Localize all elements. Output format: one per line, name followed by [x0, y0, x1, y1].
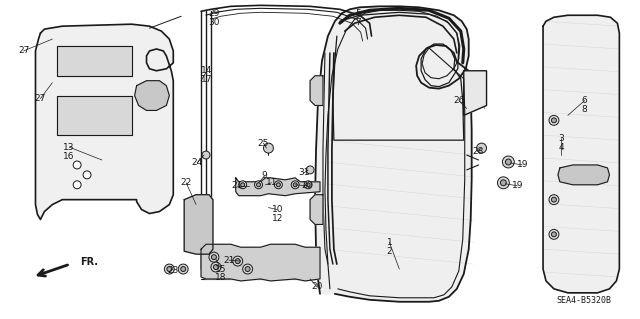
Text: SEA4-B5320B: SEA4-B5320B — [556, 296, 611, 305]
Polygon shape — [58, 96, 132, 135]
Circle shape — [245, 267, 250, 271]
Polygon shape — [134, 81, 170, 110]
Text: 7: 7 — [355, 18, 360, 27]
Polygon shape — [558, 165, 609, 185]
Polygon shape — [310, 195, 323, 225]
Text: 6: 6 — [582, 96, 588, 105]
Text: 16: 16 — [63, 152, 75, 160]
Circle shape — [211, 255, 216, 260]
Polygon shape — [310, 76, 323, 106]
Circle shape — [306, 166, 314, 174]
Circle shape — [497, 177, 509, 189]
Circle shape — [241, 183, 244, 187]
Text: 23: 23 — [168, 265, 179, 275]
Text: 20: 20 — [301, 181, 313, 190]
Circle shape — [73, 161, 81, 169]
Text: FR.: FR. — [80, 257, 98, 267]
Text: 13: 13 — [63, 143, 75, 152]
Circle shape — [233, 256, 243, 266]
Text: 22: 22 — [180, 178, 192, 187]
Text: 19: 19 — [516, 160, 528, 169]
Text: 4: 4 — [558, 143, 564, 152]
Text: 1: 1 — [387, 238, 392, 247]
Circle shape — [255, 181, 262, 189]
Circle shape — [73, 181, 81, 189]
Circle shape — [275, 181, 282, 189]
Text: 19: 19 — [511, 181, 523, 190]
Text: 14: 14 — [202, 66, 212, 75]
Circle shape — [293, 183, 297, 187]
Polygon shape — [201, 244, 320, 281]
Circle shape — [500, 180, 506, 186]
Text: 21: 21 — [223, 256, 234, 265]
Polygon shape — [58, 46, 132, 76]
Circle shape — [83, 171, 91, 179]
Circle shape — [180, 267, 186, 271]
Polygon shape — [35, 24, 173, 219]
Circle shape — [264, 143, 273, 153]
Circle shape — [552, 232, 556, 237]
Text: 17: 17 — [201, 75, 212, 84]
Circle shape — [243, 264, 253, 274]
Circle shape — [211, 262, 221, 272]
Circle shape — [209, 252, 219, 262]
Circle shape — [239, 181, 246, 189]
Polygon shape — [315, 6, 472, 302]
Text: 30: 30 — [208, 18, 220, 27]
Text: 25: 25 — [258, 139, 269, 148]
Text: 18: 18 — [215, 273, 227, 282]
Circle shape — [213, 264, 218, 270]
Text: 31: 31 — [298, 168, 310, 177]
Text: 24: 24 — [191, 159, 203, 167]
Circle shape — [306, 183, 310, 187]
Text: 20: 20 — [311, 282, 323, 291]
Text: 5: 5 — [355, 9, 360, 18]
Circle shape — [477, 143, 486, 153]
Text: 2: 2 — [387, 247, 392, 256]
Circle shape — [291, 181, 299, 189]
Polygon shape — [236, 178, 320, 196]
Circle shape — [552, 118, 556, 123]
Polygon shape — [543, 15, 620, 293]
Circle shape — [236, 259, 240, 263]
Circle shape — [167, 267, 172, 271]
Circle shape — [276, 183, 280, 187]
Text: 10: 10 — [271, 205, 283, 214]
Text: 29: 29 — [208, 9, 220, 18]
Text: 26: 26 — [453, 96, 465, 105]
Text: 11: 11 — [266, 178, 277, 187]
Text: 9: 9 — [262, 171, 268, 180]
Circle shape — [202, 151, 210, 159]
Circle shape — [552, 197, 556, 202]
Circle shape — [179, 264, 188, 274]
Text: 28: 28 — [472, 146, 483, 156]
Polygon shape — [464, 71, 486, 115]
Circle shape — [549, 229, 559, 239]
Text: 15: 15 — [215, 264, 227, 273]
Text: 27: 27 — [18, 47, 29, 56]
Circle shape — [549, 115, 559, 125]
Circle shape — [257, 183, 260, 187]
Circle shape — [506, 159, 511, 165]
Text: 27: 27 — [35, 94, 46, 103]
Text: 8: 8 — [582, 105, 588, 114]
Circle shape — [164, 264, 174, 274]
Circle shape — [502, 156, 515, 168]
Text: 21: 21 — [231, 181, 243, 190]
Text: 3: 3 — [558, 134, 564, 143]
Circle shape — [304, 181, 312, 189]
Polygon shape — [184, 195, 213, 254]
Circle shape — [549, 195, 559, 204]
Text: 12: 12 — [272, 214, 283, 223]
